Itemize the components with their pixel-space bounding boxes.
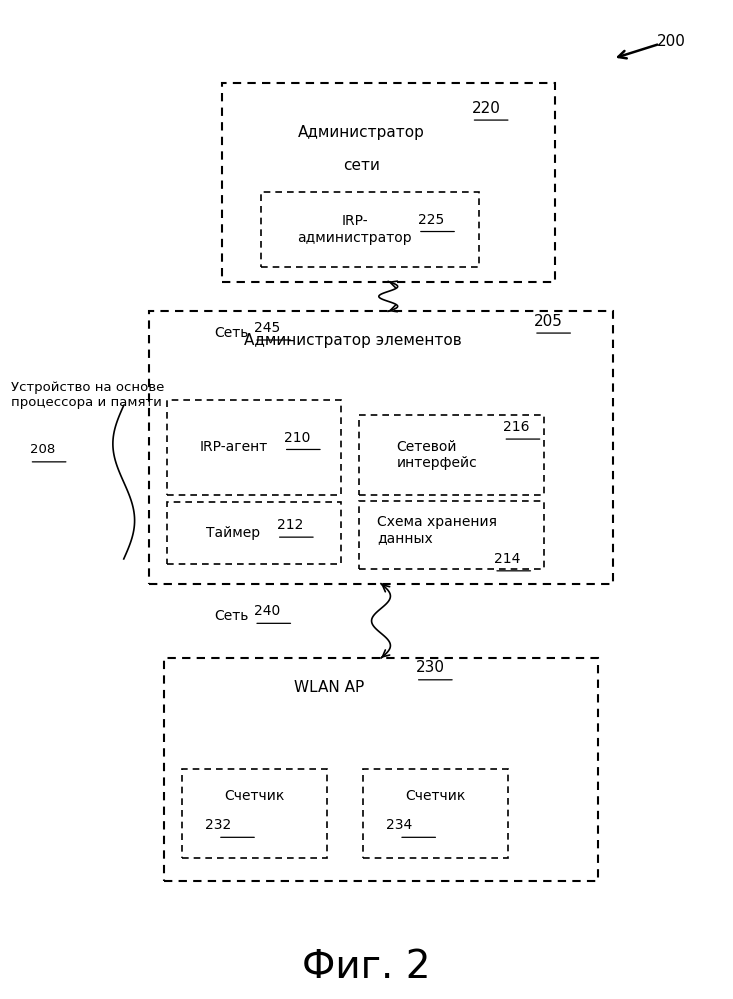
Text: Сеть: Сеть xyxy=(214,326,248,340)
Text: IRP-агент: IRP-агент xyxy=(199,441,268,455)
Text: 208: 208 xyxy=(29,444,55,457)
Text: 245: 245 xyxy=(254,321,281,335)
Text: 220: 220 xyxy=(471,101,501,116)
Text: Устройство на основе
процессора и памяти: Устройство на основе процессора и памяти xyxy=(12,382,165,410)
FancyBboxPatch shape xyxy=(182,769,327,858)
Text: Сеть: Сеть xyxy=(214,609,248,623)
Text: Сетевой
интерфейс: Сетевой интерфейс xyxy=(397,440,477,470)
Text: 210: 210 xyxy=(284,431,310,445)
FancyBboxPatch shape xyxy=(167,401,341,495)
Text: Счетчик: Счетчик xyxy=(224,788,284,803)
Text: 200: 200 xyxy=(657,34,685,49)
Text: Администратор элементов: Администратор элементов xyxy=(244,333,462,348)
FancyBboxPatch shape xyxy=(163,658,598,881)
Text: 214: 214 xyxy=(494,551,520,566)
Text: 230: 230 xyxy=(416,660,445,675)
FancyBboxPatch shape xyxy=(149,312,613,583)
Text: 212: 212 xyxy=(277,518,303,532)
Text: Счетчик: Счетчик xyxy=(405,788,465,803)
Text: 232: 232 xyxy=(205,818,231,832)
FancyBboxPatch shape xyxy=(262,193,479,267)
FancyBboxPatch shape xyxy=(363,769,508,858)
Text: 225: 225 xyxy=(418,213,444,227)
Text: 234: 234 xyxy=(386,818,412,832)
Text: Схема хранения
данных: Схема хранения данных xyxy=(377,515,497,545)
Text: 205: 205 xyxy=(534,314,563,329)
FancyBboxPatch shape xyxy=(221,84,555,282)
FancyBboxPatch shape xyxy=(359,416,544,495)
Text: IRP-
администратор: IRP- администратор xyxy=(298,215,412,245)
Text: Администратор: Администратор xyxy=(298,125,425,140)
Text: Фиг. 2: Фиг. 2 xyxy=(302,948,431,986)
FancyBboxPatch shape xyxy=(167,502,341,563)
FancyBboxPatch shape xyxy=(359,501,544,568)
Text: 216: 216 xyxy=(504,421,530,435)
Text: 240: 240 xyxy=(254,604,281,618)
Text: Таймер: Таймер xyxy=(206,526,260,540)
Text: сети: сети xyxy=(343,158,380,173)
Text: WLAN AP: WLAN AP xyxy=(294,679,364,694)
